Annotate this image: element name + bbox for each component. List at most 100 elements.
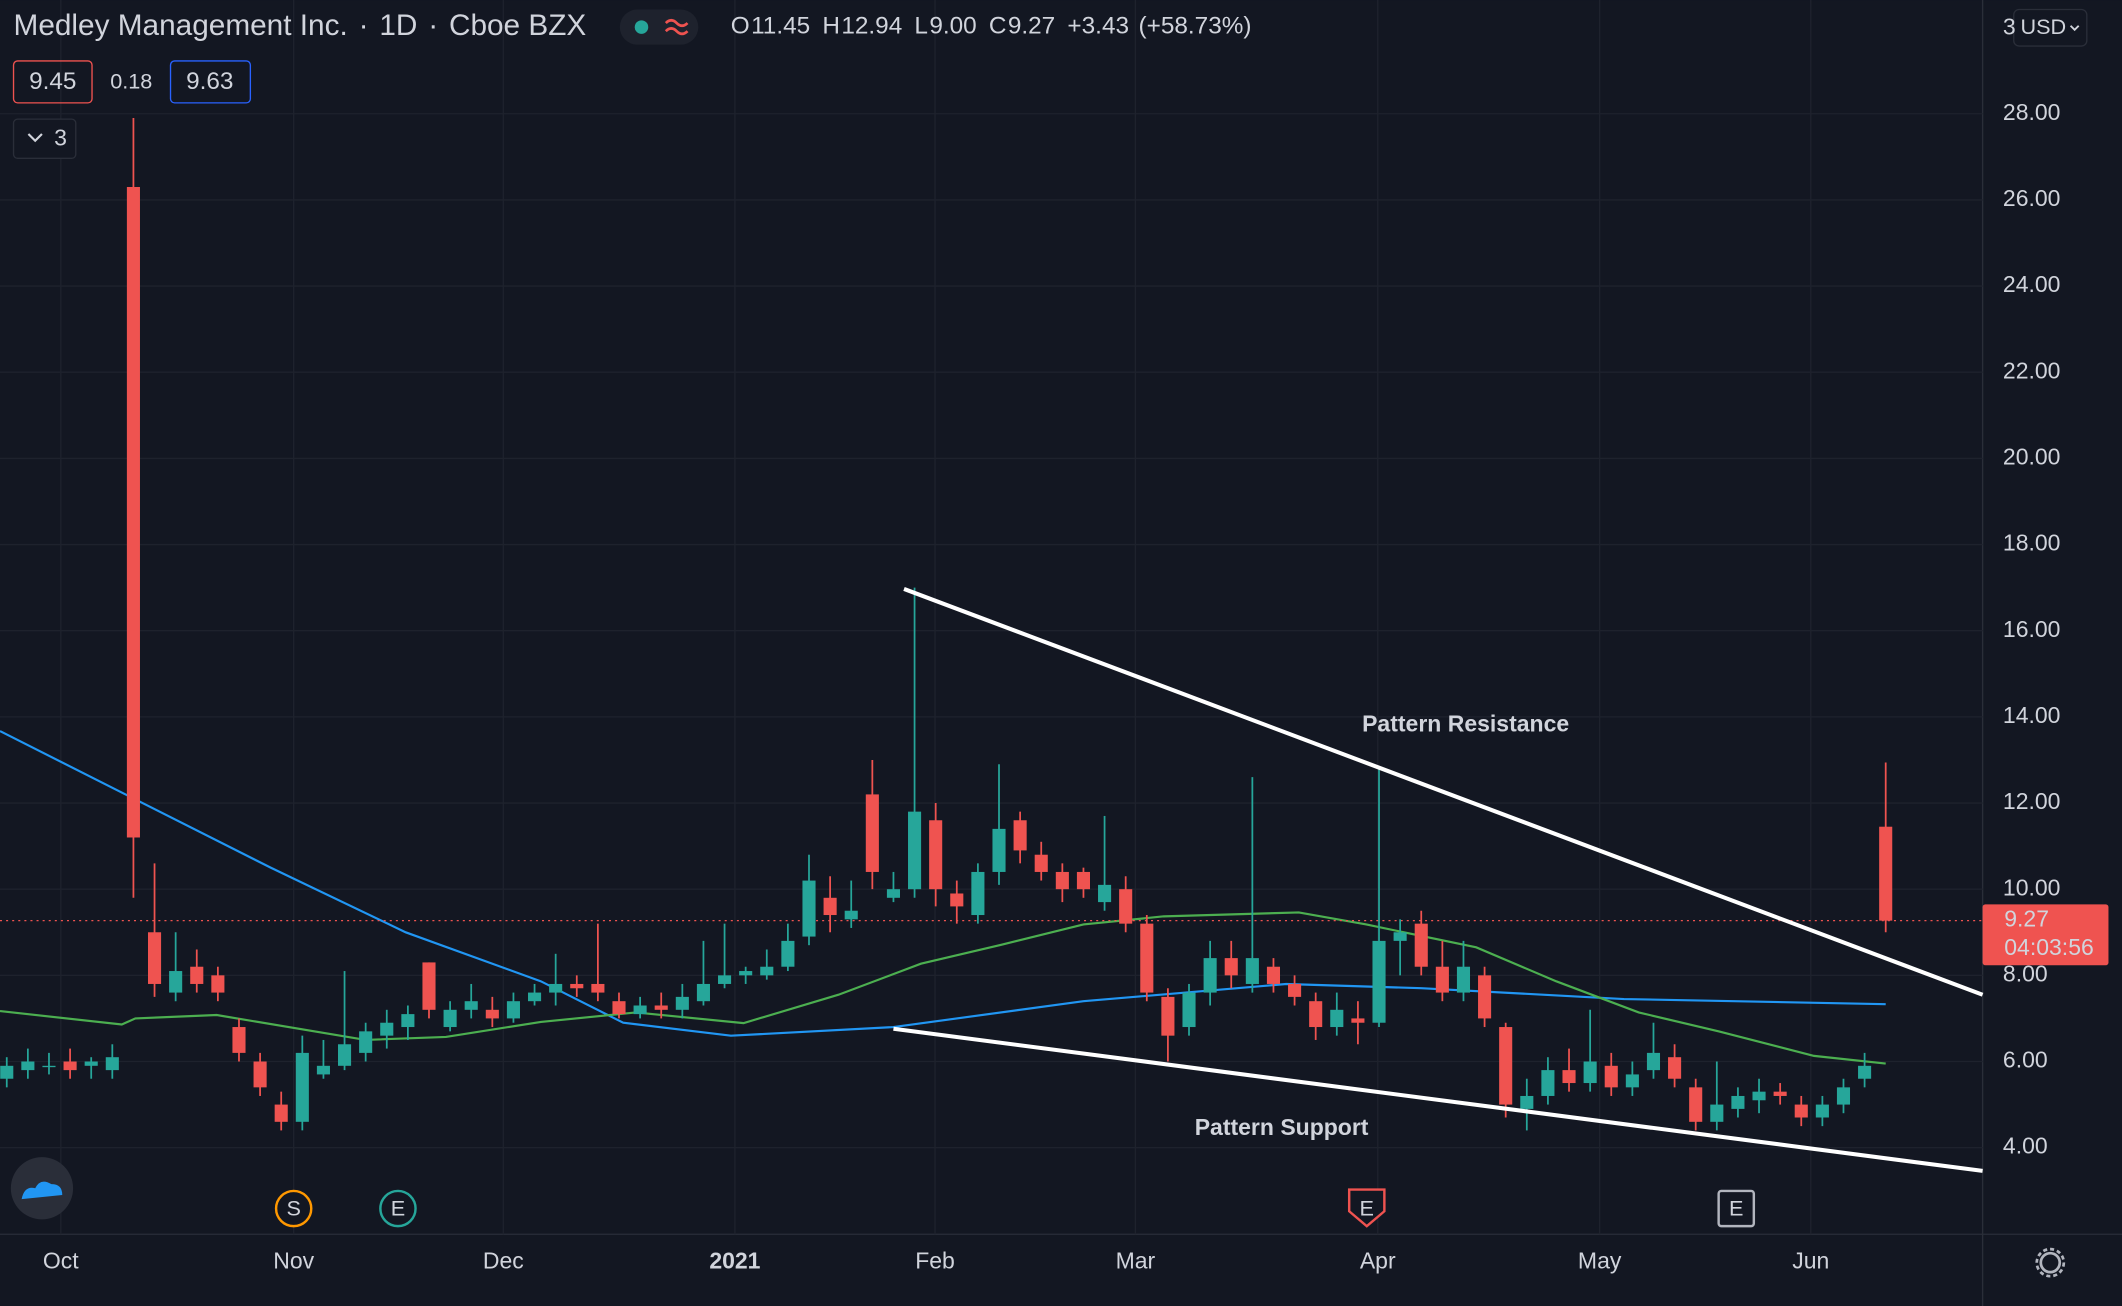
header-text: L: [914, 13, 928, 40]
candle-body: [528, 992, 542, 1002]
candle-body: [0, 1065, 14, 1079]
partial-tick: 3: [2003, 14, 2016, 40]
candle-body: [633, 1005, 647, 1015]
ui: Medley Management Inc. · 1D · Cboe BZX O 11.45…: [10, 8, 2109, 1278]
header-text: 12.94: [841, 13, 902, 40]
candle-body: [1541, 1070, 1555, 1096]
candle-body: [1773, 1091, 1787, 1096]
header-text: H: [822, 13, 840, 40]
settings-gear[interactable]: [2039, 1251, 2062, 1274]
event-marker: [274, 1189, 313, 1228]
candle-body: [126, 186, 140, 838]
candle-body: [1182, 992, 1196, 1028]
x-tick-label: Apr: [1360, 1248, 1396, 1274]
plot: Pattern Resistance Pattern Support: [0, 118, 1984, 1173]
candle-body: [570, 983, 584, 989]
candle-body: [1478, 975, 1492, 1019]
candle-body: [781, 940, 795, 967]
ask-box[interactable]: [169, 60, 252, 104]
candle-body: [443, 1009, 457, 1028]
candle-body: [718, 975, 732, 984]
candle-body: [1646, 1052, 1661, 1071]
candle-body: [316, 1065, 330, 1075]
candle-body: [1815, 1104, 1829, 1118]
candle-body: [971, 871, 985, 916]
header-text: +3.43: [1067, 13, 1129, 40]
candle-body: [1435, 966, 1449, 993]
candle-body: [1520, 1095, 1534, 1109]
bid-box[interactable]: [12, 60, 93, 104]
candle-body: [1668, 1057, 1682, 1079]
status-pill[interactable]: [619, 9, 699, 45]
candle-body: [1224, 958, 1238, 976]
event-label: E: [391, 1196, 405, 1221]
chevron: [2069, 25, 2080, 32]
chevron: [27, 133, 43, 143]
header-text: 1D: [379, 9, 417, 42]
trendline-label: Pattern Support: [1195, 1114, 1369, 1140]
candle-body: [274, 1104, 288, 1122]
indicator-toggle[interactable]: [12, 118, 77, 160]
candle-body: [992, 828, 1006, 872]
candle-body: [1836, 1087, 1851, 1105]
candle-body: [1583, 1061, 1597, 1084]
candle-body: [1752, 1091, 1766, 1101]
candle-body: [1710, 1104, 1724, 1122]
x-tick-label: Dec: [483, 1248, 524, 1274]
event-label: E: [1729, 1196, 1743, 1221]
y-tick-label: 14.00: [2003, 702, 2061, 728]
candle-body: [1731, 1095, 1745, 1109]
x-tick-label: 2021: [709, 1248, 760, 1274]
header-text: Medley Management Inc.: [14, 9, 348, 42]
trendline-label: Pattern Resistance: [1362, 710, 1569, 736]
candle-body: [1140, 923, 1154, 993]
settings-gear-teeth: [2035, 1247, 2066, 1278]
candle-body: [359, 1031, 373, 1053]
candle-body: [1245, 958, 1259, 984]
candle-body: [84, 1061, 98, 1066]
candle-body: [1013, 820, 1027, 851]
candle-body: [1625, 1074, 1639, 1088]
y-tick-label: 12.00: [2003, 788, 2061, 814]
y-tick-label: 6.00: [2003, 1047, 2048, 1073]
trendline: [903, 587, 1984, 997]
candle-body: [1414, 923, 1428, 967]
candle-body: [1288, 983, 1302, 997]
x-tick-label: May: [1578, 1248, 1622, 1274]
candle-body: [929, 820, 943, 890]
candle-body: [464, 1001, 478, 1010]
candle-body: [380, 1022, 394, 1036]
countdown: 04:03:56: [2004, 934, 2094, 960]
x-tick-label: Mar: [1116, 1248, 1156, 1274]
candle-body: [760, 966, 774, 976]
candle-body: [1562, 1070, 1576, 1084]
candle-body: [1689, 1087, 1703, 1122]
candle-body: [1393, 932, 1407, 941]
logo-cloud: [21, 1181, 63, 1200]
y-tick-label: 22.00: [2003, 357, 2061, 383]
candle-body: [1055, 871, 1069, 890]
bid: 9.45: [29, 68, 76, 95]
candle-body: [232, 1027, 246, 1053]
y-tick-label: 26.00: [2003, 185, 2061, 211]
y-tick-label: 18.00: [2003, 530, 2061, 556]
x-tick-label: Feb: [915, 1248, 955, 1274]
candle-body: [1266, 966, 1281, 984]
candle-body: [1034, 854, 1048, 872]
header-text: ·: [359, 9, 369, 42]
header-text: C: [989, 13, 1007, 40]
header-text: 11.45: [751, 13, 810, 40]
currency-button[interactable]: [2013, 8, 2088, 47]
candle-body: [612, 1001, 626, 1015]
header-text: O: [731, 13, 750, 40]
candle-body: [591, 983, 605, 993]
indicator-count: 3: [54, 124, 67, 150]
y-tick-label: 20.00: [2003, 443, 2061, 469]
candle-body: [422, 962, 436, 1010]
candle-body: [105, 1057, 119, 1071]
candle-body: [1879, 826, 1893, 921]
x-tick-label: Jun: [1792, 1248, 1829, 1274]
